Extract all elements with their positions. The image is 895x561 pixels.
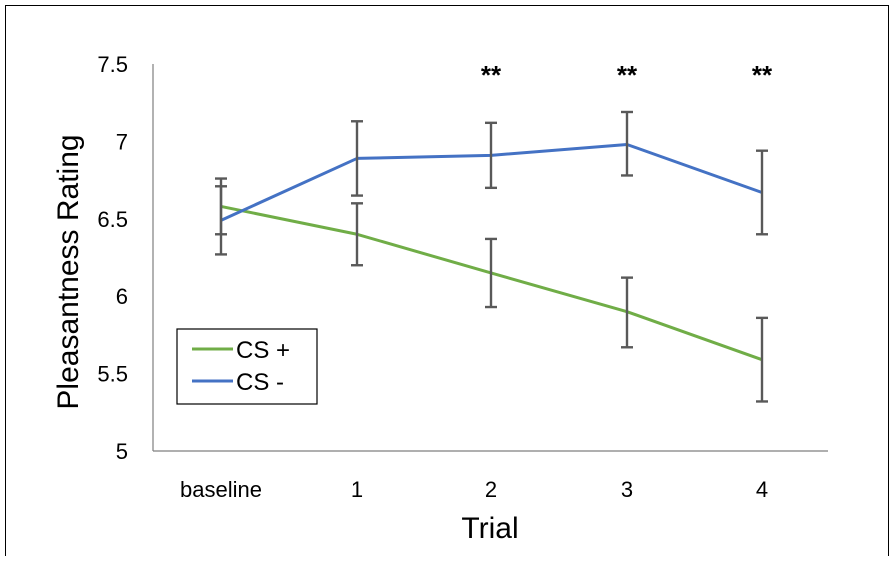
error-bar <box>621 110 633 177</box>
y-tick-label: 6.5 <box>97 207 128 232</box>
chart-frame <box>5 5 889 556</box>
significance-marker: ** <box>617 60 638 90</box>
error-bar <box>485 237 497 309</box>
y-tick-label: 6 <box>116 284 128 309</box>
error-bar <box>215 185 227 256</box>
x-tick-label: 4 <box>756 477 768 502</box>
error-bar <box>756 316 768 403</box>
legend-box <box>176 328 318 405</box>
legend-label: CS + <box>236 337 290 364</box>
y-axis-label: Pleasantness Rating <box>52 134 85 409</box>
x-tick-label: 1 <box>351 477 363 502</box>
y-tick-label: 7 <box>116 129 128 154</box>
significance-marker: ** <box>752 60 773 90</box>
error-bar <box>621 276 633 349</box>
y-tick-label: 5 <box>116 439 128 464</box>
y-tick-label: 7.5 <box>97 52 128 77</box>
x-tick-label: 3 <box>621 477 633 502</box>
x-axis-label: Trial <box>461 512 518 545</box>
error-bar <box>351 202 363 267</box>
significance-marker: ** <box>481 60 502 90</box>
error-bar <box>756 149 768 236</box>
x-tick-label: baseline <box>180 477 262 502</box>
x-tick-label: 2 <box>485 477 497 502</box>
error-bar <box>351 120 363 197</box>
y-tick-label: 5.5 <box>97 362 128 387</box>
error-bar <box>485 121 497 190</box>
legend-label: CS - <box>236 369 284 396</box>
